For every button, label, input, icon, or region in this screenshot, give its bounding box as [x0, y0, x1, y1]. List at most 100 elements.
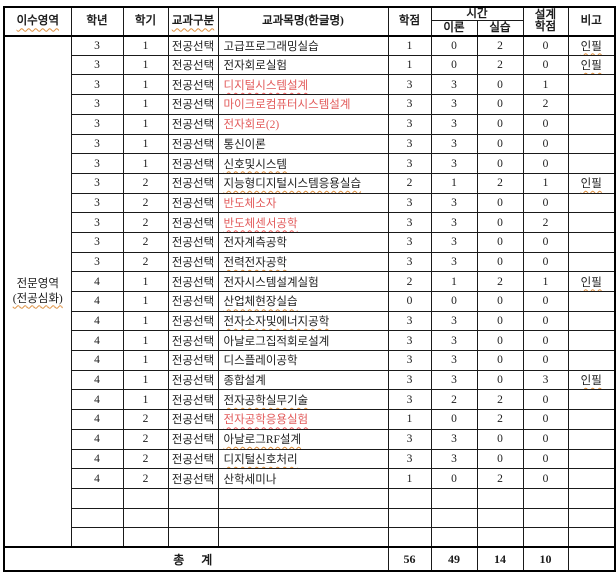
credits-cell — [387, 487, 432, 509]
theory-hours-cell: 0 — [430, 468, 478, 489]
category-cell: 전공선택 — [167, 468, 219, 489]
credits-cell: 3 — [387, 192, 432, 214]
year-cell: 4 — [70, 330, 124, 352]
year-cell: 4 — [70, 409, 124, 430]
practice-hours-cell: 0 — [476, 94, 524, 115]
semester-cell: 1 — [122, 291, 169, 312]
remark-cell: 인필 — [567, 271, 616, 292]
year-cell — [70, 487, 124, 509]
theory-hours-cell: 3 — [430, 310, 478, 332]
design-credits-cell — [522, 507, 569, 529]
remark-cell — [567, 231, 616, 253]
header-course-name: 교과목명(한글명) — [217, 6, 389, 37]
course-name-cell — [217, 527, 389, 548]
credits-cell: 3 — [387, 113, 432, 135]
credits-cell: 1 — [387, 35, 432, 56]
remark-cell — [567, 94, 616, 115]
design-credits-cell: 1 — [522, 74, 569, 96]
semester-cell: 2 — [122, 172, 169, 194]
course-row: 4 1 전공선택 종합설계 3 3 0 3 인필 — [4, 369, 616, 391]
total-remark — [567, 546, 616, 572]
credits-cell: 3 — [387, 153, 432, 174]
credits-cell: 3 — [387, 94, 432, 115]
course-row: 4 2 전공선택 산학세미나 1 0 2 0 — [4, 468, 616, 489]
course-row: 4 1 전공선택 전자소자및에너지공학 3 3 0 0 — [4, 310, 616, 332]
course-row: 4 1 전공선택 산업체현장실습 0 0 0 0 — [4, 291, 616, 312]
course-name-cell: 신호및시스템 — [217, 153, 389, 174]
theory-hours-cell: 3 — [430, 369, 478, 391]
semester-cell: 1 — [122, 35, 169, 56]
credits-cell: 3 — [387, 330, 432, 352]
practice-hours-cell: 0 — [476, 192, 524, 214]
theory-hours-cell: 3 — [430, 133, 478, 155]
header-category-label: 교과구분 — [171, 15, 215, 28]
practice-hours-cell — [476, 527, 524, 548]
area-label-line1: 전문영역 — [16, 278, 59, 291]
course-name-cell: 마이크로컴퓨터시스템설계 — [217, 94, 389, 115]
design-credits-cell: 1 — [522, 172, 569, 194]
design-credits-cell: 2 — [522, 212, 569, 233]
semester-cell: 1 — [122, 310, 169, 332]
semester-cell: 2 — [122, 448, 169, 470]
category-cell: 전공선택 — [167, 389, 219, 411]
year-cell — [70, 527, 124, 548]
semester-cell: 2 — [122, 231, 169, 253]
practice-hours-cell: 0 — [476, 113, 524, 135]
semester-cell: 2 — [122, 192, 169, 214]
year-cell: 3 — [70, 212, 124, 233]
category-cell — [167, 487, 219, 509]
category-cell: 전공선택 — [167, 428, 219, 450]
semester-cell: 1 — [122, 133, 169, 155]
semester-cell: 1 — [122, 369, 169, 391]
credits-cell: 1 — [387, 468, 432, 489]
remark-cell — [567, 409, 616, 430]
empty-row — [4, 507, 616, 529]
credits-cell: 3 — [387, 310, 432, 332]
theory-hours-cell — [430, 527, 478, 548]
semester-cell: 2 — [122, 468, 169, 489]
credits-cell: 3 — [387, 448, 432, 470]
course-row: 3 2 전공선택 전력전자공학 3 3 0 0 — [4, 251, 616, 273]
header-year: 학년 — [70, 6, 124, 37]
course-name-cell — [217, 487, 389, 509]
remark-cell — [567, 330, 616, 352]
empty-row — [4, 527, 616, 548]
semester-cell: 1 — [122, 350, 169, 371]
category-cell: 전공선택 — [167, 74, 219, 96]
course-row: 4 1 전공선택 아날로그집적회로설계 3 3 0 0 — [4, 330, 616, 352]
year-cell: 3 — [70, 113, 124, 135]
course-name-cell — [217, 507, 389, 529]
year-cell: 3 — [70, 153, 124, 174]
practice-hours-cell: 2 — [476, 172, 524, 194]
course-row: 3 1 전공선택 통신이론 3 3 0 0 — [4, 133, 616, 155]
credits-cell: 3 — [387, 133, 432, 155]
practice-hours-cell: 0 — [476, 251, 524, 273]
course-row: 3 1 전공선택 전자회로실험 1 0 2 0 인필 — [4, 54, 616, 76]
remark-cell: 인필 — [567, 369, 616, 391]
curriculum-table: 이수영역 학년 학기 교과구분 교과목명(한글명) 학점 시간 설계 학점 비고… — [3, 6, 616, 573]
credits-cell: 2 — [387, 271, 432, 292]
total-row: 총 계 56 49 14 10 — [3, 546, 616, 572]
header-credits: 학점 — [387, 6, 432, 37]
course-row: 3 2 전공선택 지능형디지털시스템응용실습 2 1 2 1 인필 — [4, 172, 616, 194]
table-header: 이수영역 학년 학기 교과구분 교과목명(한글명) 학점 시간 설계 학점 비고… — [3, 6, 616, 37]
total-theory: 49 — [430, 546, 478, 572]
year-cell: 3 — [70, 133, 124, 155]
design-credits-cell: 0 — [522, 54, 569, 76]
area-label-line2: (전공심화) — [12, 292, 63, 305]
remark-cell — [567, 113, 616, 135]
practice-hours-cell: 2 — [476, 389, 524, 411]
course-name-cell: 지능형디지털시스템응용실습 — [217, 172, 389, 194]
design-credits-cell: 0 — [522, 330, 569, 352]
header-category: 교과구분 — [167, 6, 219, 37]
remark-cell: 인필 — [567, 54, 616, 76]
course-name-cell: 종합설계 — [217, 369, 389, 391]
theory-hours-cell: 3 — [430, 94, 478, 115]
year-cell: 3 — [70, 192, 124, 214]
course-name-cell: 전자소자및에너지공학 — [217, 310, 389, 332]
year-cell: 3 — [70, 251, 124, 273]
remark-cell — [567, 310, 616, 332]
category-cell: 전공선택 — [167, 113, 219, 135]
header-practice: 실습 — [476, 20, 524, 37]
semester-cell — [122, 507, 169, 529]
